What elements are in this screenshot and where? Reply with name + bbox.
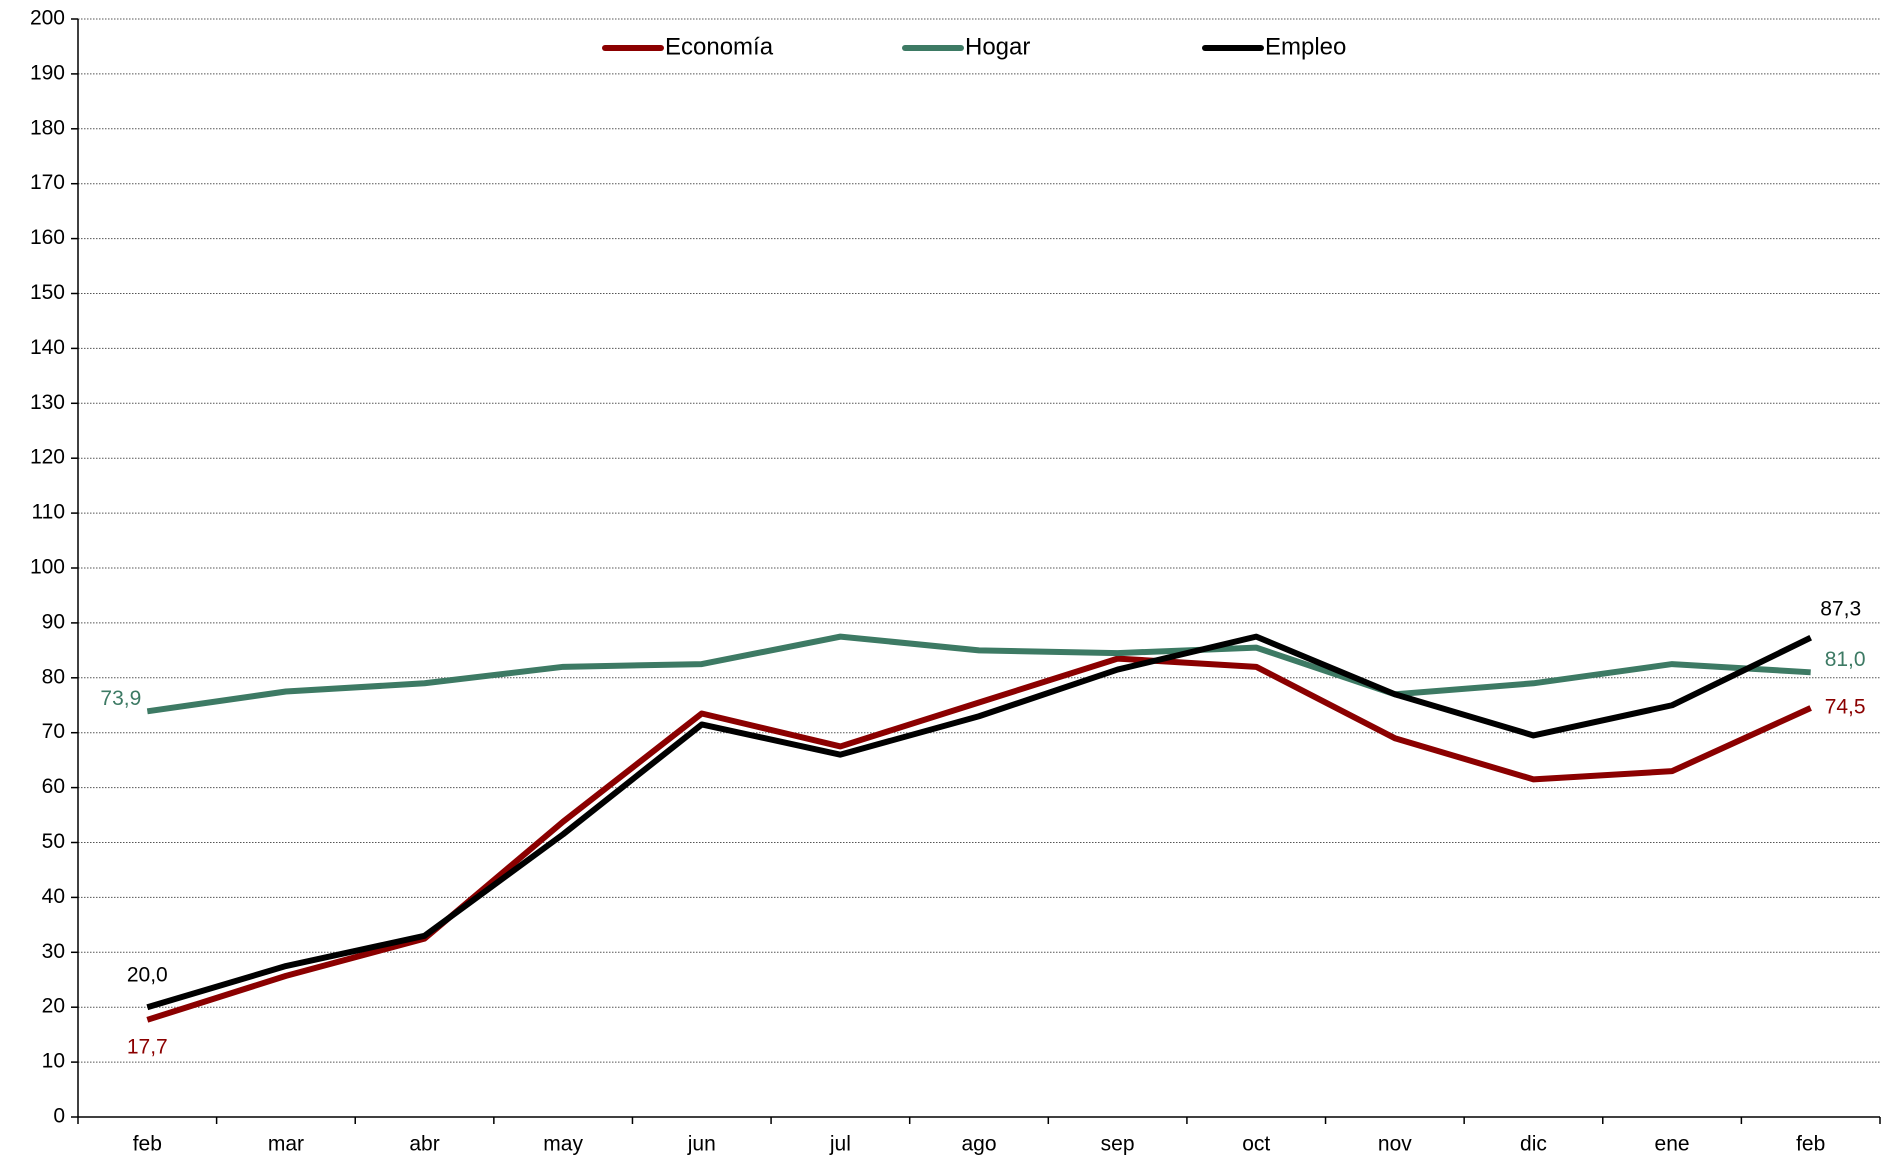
y-tick-label: 180 — [30, 116, 65, 139]
data-label: 81,0 — [1825, 648, 1866, 671]
x-tick-label: sep — [1101, 1133, 1135, 1156]
x-tick-label: dic — [1520, 1133, 1547, 1156]
x-tick-label: abr — [409, 1133, 439, 1156]
y-tick-label: 80 — [42, 665, 65, 688]
x-tick-label: nov — [1378, 1133, 1412, 1156]
x-tick-label: mar — [268, 1133, 304, 1156]
series-line — [146, 633, 1813, 1011]
data-label: 87,3 — [1820, 597, 1861, 620]
y-tick-label: 110 — [32, 501, 65, 524]
series-line — [146, 633, 1811, 715]
y-tick-label: 120 — [30, 446, 65, 469]
legend-label: Hogar — [965, 33, 1030, 60]
x-tick-label: jul — [829, 1133, 851, 1156]
y-tick-label: 190 — [30, 61, 65, 84]
data-label: 20,0 — [127, 964, 168, 987]
y-tick-label: 150 — [30, 281, 65, 304]
y-tick-label: 10 — [42, 1050, 65, 1073]
series-line — [146, 655, 1812, 1023]
x-tick-label: jun — [687, 1133, 716, 1156]
y-tick-label: 90 — [42, 610, 65, 633]
data-label: 74,5 — [1825, 696, 1866, 719]
x-tick-label: feb — [133, 1133, 162, 1156]
legend-label: Empleo — [1265, 33, 1346, 60]
x-tick-label: may — [543, 1133, 583, 1156]
x-tick-label: oct — [1242, 1133, 1270, 1156]
y-tick-label: 0 — [53, 1105, 65, 1128]
y-tick-label: 60 — [42, 775, 65, 798]
data-label: 17,7 — [127, 1035, 168, 1058]
y-tick-label: 20 — [42, 995, 65, 1018]
y-tick-label: 100 — [30, 556, 65, 579]
y-tick-label: 50 — [42, 830, 65, 853]
y-tick-label: 140 — [30, 336, 65, 359]
y-tick-label: 40 — [42, 885, 65, 908]
y-tick-label: 130 — [30, 391, 65, 414]
legend-label: Economía — [665, 33, 774, 60]
y-tick-label: 70 — [42, 720, 65, 743]
x-tick-label: ene — [1655, 1133, 1690, 1156]
y-tick-label: 170 — [30, 171, 65, 194]
y-tick-label: 200 — [30, 7, 65, 30]
y-tick-label: 160 — [30, 226, 65, 249]
y-tick-label: 30 — [42, 940, 65, 963]
data-label: 73,9 — [100, 687, 141, 710]
x-tick-label: feb — [1796, 1133, 1825, 1156]
x-tick-label: ago — [961, 1133, 996, 1156]
